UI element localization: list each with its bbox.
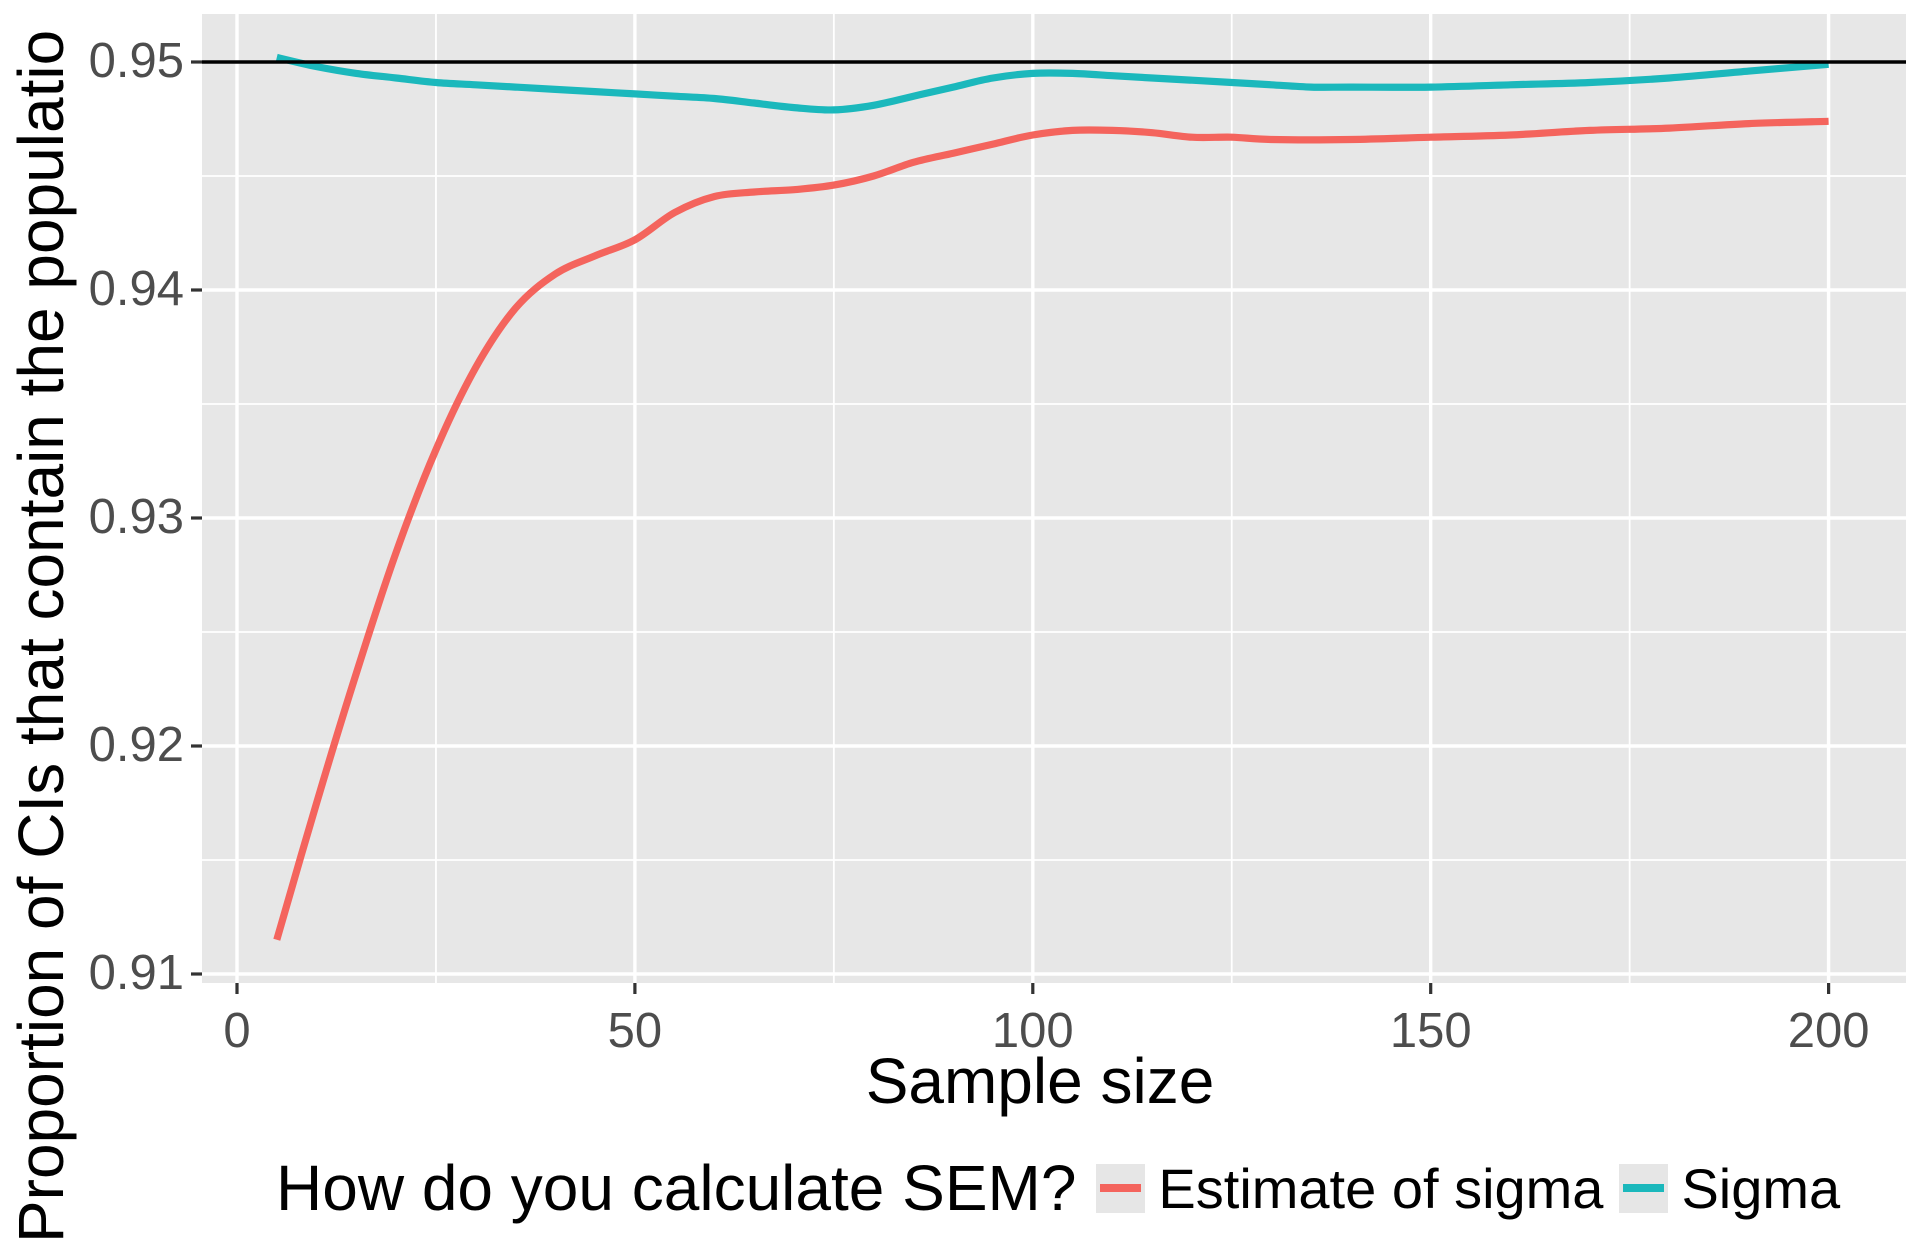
y-tick-label: 0.92 [89,718,184,772]
y-tick-label: 0.94 [89,262,184,316]
legend-item-sigma: Sigma [1619,1156,1840,1221]
legend-label-estimate-of-sigma: Estimate of sigma [1158,1156,1604,1220]
series-line-estimate-of-sigma [273,117,1829,941]
x-tick-label: 100 [992,1004,1074,1058]
y-tick-label: 0.93 [89,490,184,544]
x-tick-label: 0 [223,1004,250,1058]
y-tick-label: 0.91 [89,946,184,1000]
legend-key-line-icon [1100,1184,1142,1192]
y-axis-title: Proportion of CIs that contain the popul… [5,29,77,1243]
legend: How do you calculate SEM? Estimate of si… [276,1152,1840,1224]
series-line-sigma [275,53,1829,114]
legend-key-estimate-of-sigma [1096,1163,1146,1213]
x-tick-label: 150 [1390,1004,1472,1058]
legend-label-sigma: Sigma [1681,1156,1841,1220]
legend-key-sigma [1619,1163,1669,1213]
panel-background [202,14,1906,983]
legend-item-estimate-of-sigma: Estimate of sigma [1096,1156,1603,1221]
legend-title: How do you calculate SEM? [276,1152,1077,1224]
x-tick-label: 50 [608,1004,663,1058]
legend-key-line-icon [1623,1184,1665,1192]
x-axis-title: Sample size [865,1045,1215,1117]
y-tick-label: 0.95 [89,34,184,88]
x-tick-label: 200 [1788,1004,1870,1058]
